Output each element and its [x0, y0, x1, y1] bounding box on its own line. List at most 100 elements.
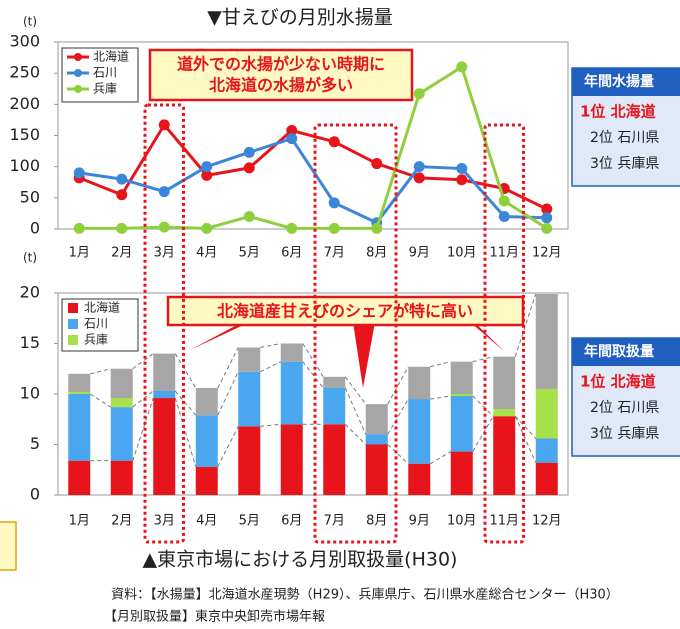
x-tick-label: 1月: [69, 246, 90, 261]
y-tick-label: 10: [20, 384, 40, 403]
legend-marker: [74, 85, 82, 93]
side-box-item: 1位 北海道: [580, 373, 656, 391]
legend-marker: [74, 53, 82, 61]
bar-segment: [153, 391, 175, 398]
x-tick-label: 12月: [532, 246, 562, 261]
data-point: [456, 61, 467, 72]
x-tick-label: 2月: [111, 246, 132, 261]
data-point: [201, 223, 212, 234]
chart-caption: ▲東京市場における月別取扱量(H30): [143, 549, 458, 571]
bar-segment: [408, 464, 430, 495]
x-tick-label: 1月: [69, 514, 90, 529]
x-tick-label: 4月: [196, 514, 217, 529]
bar-segment: [408, 399, 430, 464]
bar-segment: [281, 424, 303, 495]
data-point: [244, 162, 255, 173]
bar-segment: [111, 407, 133, 461]
data-point: [244, 147, 255, 158]
bar-segment: [536, 294, 558, 389]
legend-swatch: [68, 335, 78, 345]
side-box-item: 3位 兵庫県: [590, 425, 659, 442]
data-point: [286, 223, 297, 234]
bar-segment: [68, 392, 90, 394]
y-tick-label: 0: [30, 485, 40, 504]
data-point: [329, 197, 340, 208]
x-tick-label: 11月: [489, 246, 519, 261]
x-tick-label: 7月: [324, 514, 345, 529]
y-tick-label: 0: [30, 219, 40, 238]
bar-segment: [238, 348, 260, 372]
x-tick-label: 9月: [409, 514, 430, 529]
callout-text: 北海道産甘えびのシェアが特に高い: [217, 302, 473, 321]
data-point: [456, 163, 467, 174]
data-point: [499, 211, 510, 222]
data-point: [74, 223, 85, 234]
y-tick-label: 250: [9, 63, 40, 82]
data-point: [116, 174, 127, 185]
legend-label: 石川: [84, 317, 108, 331]
y-tick-label: 150: [9, 125, 40, 144]
bar-segment: [451, 452, 473, 495]
y-tick-label: 50: [20, 187, 40, 206]
bar-segment: [281, 344, 303, 362]
data-point: [159, 119, 170, 130]
data-point: [329, 136, 340, 147]
x-tick-label: 8月: [366, 514, 387, 529]
legend-label: 北海道: [93, 49, 129, 64]
side-box-title: 年間水揚量: [584, 73, 654, 90]
data-point: [371, 158, 382, 169]
callout-text: 道外での水揚が少ない時期に: [177, 55, 385, 74]
data-point: [286, 133, 297, 144]
bar-segment: [281, 362, 303, 425]
bar-segment: [196, 467, 218, 495]
y-tick-label: 300: [9, 32, 40, 51]
x-tick-label: 10月: [447, 514, 477, 529]
legend-label: 北海道: [84, 300, 120, 315]
bar-segment: [238, 426, 260, 495]
bar-segment: [68, 374, 90, 392]
x-tick-label: 6月: [281, 514, 302, 529]
bar-segment: [536, 389, 558, 438]
data-point: [329, 223, 340, 234]
bar-segment: [493, 409, 515, 416]
source-note: 資料：【水揚量】北海道水産現勢（H29）、兵庫県庁、石川県水産総合センター（H3…: [111, 587, 619, 603]
x-tick-label: 10月: [447, 246, 477, 261]
bar-segment: [536, 463, 558, 495]
x-tick-label: 5月: [239, 514, 260, 529]
side-box-item: 2位 石川県: [590, 130, 659, 146]
bar-segment: [196, 388, 218, 415]
x-tick-label: 3月: [154, 246, 175, 261]
data-point: [541, 223, 552, 234]
x-tick-label: 4月: [196, 246, 217, 261]
side-box-item: 3位 兵庫県: [590, 155, 659, 172]
data-point: [201, 161, 212, 172]
bar-segment: [111, 461, 133, 495]
side-box-item: 1位 北海道: [580, 103, 656, 121]
bar-segment: [238, 372, 260, 427]
bar-segment: [451, 362, 473, 394]
chart-title: ▼甘えびの月別水揚量: [207, 7, 393, 29]
y-axis-label: (t): [23, 15, 37, 29]
side-box-title: 年間取扱量: [584, 343, 654, 360]
bar-segment: [451, 396, 473, 452]
legend-label: 兵庫: [84, 333, 108, 347]
legend-label: 石川: [93, 66, 117, 80]
bar-segment: [153, 354, 175, 391]
bar-segment: [323, 377, 345, 388]
data-point: [244, 211, 255, 222]
y-tick-label: 200: [9, 94, 40, 113]
x-tick-label: 6月: [281, 246, 302, 261]
x-tick-label: 3月: [154, 514, 175, 529]
data-point: [414, 161, 425, 172]
page: ▼甘えびの月別水揚量 ▲東京市場における月別取扱量(H30) 資料：【水揚量】北…: [0, 0, 680, 629]
bar-segment: [366, 445, 388, 496]
bar-segment: [68, 461, 90, 495]
x-tick-label: 9月: [409, 246, 430, 261]
data-point: [541, 212, 552, 223]
x-tick-label: 11月: [489, 514, 519, 529]
bar-segment: [153, 398, 175, 495]
data-point: [159, 186, 170, 197]
bar-segment: [68, 394, 90, 461]
y-tick-label: 20: [20, 283, 40, 302]
legend-swatch: [68, 303, 78, 313]
